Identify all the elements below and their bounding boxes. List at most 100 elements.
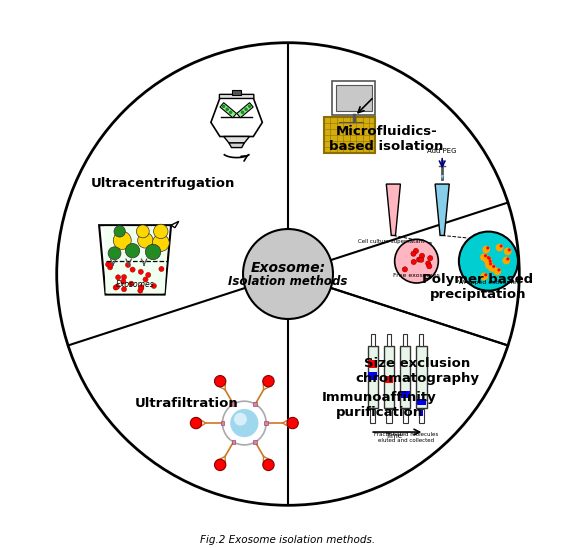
Circle shape: [115, 284, 120, 289]
Circle shape: [138, 233, 153, 248]
Bar: [403, 409, 408, 423]
Bar: [332, 81, 376, 115]
Text: Fig.2 Exosome isolation methods.: Fig.2 Exosome isolation methods.: [200, 534, 376, 545]
Polygon shape: [386, 184, 400, 236]
Circle shape: [499, 244, 503, 248]
Polygon shape: [104, 226, 169, 293]
Circle shape: [113, 231, 131, 249]
Bar: [371, 334, 375, 346]
Circle shape: [287, 418, 298, 429]
Text: Isolation methods: Isolation methods: [228, 275, 348, 288]
Circle shape: [114, 226, 126, 237]
Text: Size exclusion
chromatography: Size exclusion chromatography: [355, 357, 479, 385]
Circle shape: [506, 258, 509, 260]
Circle shape: [222, 105, 225, 108]
Bar: [387, 334, 391, 346]
Circle shape: [488, 260, 492, 262]
Text: Exosomes: Exosomes: [116, 280, 154, 289]
Circle shape: [480, 254, 488, 261]
Circle shape: [105, 262, 111, 267]
Circle shape: [459, 232, 518, 290]
Polygon shape: [237, 102, 253, 118]
Circle shape: [488, 264, 496, 272]
Circle shape: [108, 265, 113, 270]
Circle shape: [482, 246, 490, 253]
Circle shape: [113, 285, 118, 290]
Circle shape: [484, 273, 487, 277]
Bar: [324, 117, 376, 153]
Circle shape: [484, 254, 487, 258]
Circle shape: [190, 418, 202, 429]
FancyBboxPatch shape: [219, 94, 254, 99]
Circle shape: [485, 261, 493, 269]
Polygon shape: [220, 102, 237, 118]
Text: Ultrafiltration: Ultrafiltration: [135, 397, 238, 410]
Circle shape: [488, 257, 491, 260]
Circle shape: [151, 283, 157, 288]
Polygon shape: [435, 184, 449, 236]
Polygon shape: [223, 136, 249, 143]
Circle shape: [126, 243, 140, 258]
Bar: [419, 409, 424, 423]
Circle shape: [485, 259, 492, 267]
Bar: [369, 360, 377, 368]
Text: Cell culture supernatant: Cell culture supernatant: [358, 239, 424, 244]
Bar: [400, 346, 410, 408]
Bar: [385, 375, 393, 383]
Circle shape: [494, 267, 501, 275]
Bar: [221, 421, 224, 425]
Bar: [386, 409, 392, 423]
Polygon shape: [171, 221, 179, 228]
Bar: [232, 402, 235, 406]
Circle shape: [145, 244, 161, 260]
Text: Free exosomes: Free exosomes: [393, 273, 440, 278]
Circle shape: [402, 267, 407, 272]
Bar: [384, 346, 394, 408]
Circle shape: [411, 251, 416, 256]
Circle shape: [108, 262, 113, 267]
Circle shape: [486, 247, 489, 249]
Circle shape: [229, 111, 233, 114]
Circle shape: [159, 266, 164, 272]
Circle shape: [483, 255, 491, 263]
Circle shape: [487, 256, 490, 259]
Bar: [369, 373, 377, 380]
Circle shape: [419, 257, 424, 262]
Bar: [416, 346, 426, 408]
Circle shape: [492, 265, 495, 268]
Circle shape: [121, 279, 126, 284]
Circle shape: [116, 275, 121, 280]
Bar: [332, 121, 376, 126]
Text: Ultracentrifugation: Ultracentrifugation: [91, 177, 236, 190]
Bar: [417, 399, 426, 405]
Circle shape: [395, 239, 438, 283]
Bar: [253, 402, 257, 406]
Circle shape: [419, 253, 425, 259]
Circle shape: [154, 224, 168, 238]
Circle shape: [427, 255, 433, 261]
Bar: [232, 440, 235, 444]
Circle shape: [139, 286, 144, 290]
Circle shape: [122, 275, 127, 279]
Text: Exosome:: Exosome:: [251, 261, 325, 275]
Circle shape: [130, 267, 135, 272]
Circle shape: [139, 284, 144, 290]
Circle shape: [416, 257, 422, 262]
Bar: [419, 410, 423, 416]
Circle shape: [496, 244, 503, 252]
Circle shape: [414, 248, 419, 254]
Text: Immunoaffinity
purification: Immunoaffinity purification: [322, 391, 437, 419]
Bar: [403, 334, 407, 346]
Circle shape: [507, 248, 511, 252]
Circle shape: [243, 229, 333, 319]
Circle shape: [126, 262, 131, 267]
Circle shape: [484, 256, 492, 264]
Circle shape: [143, 277, 148, 282]
Circle shape: [138, 288, 143, 293]
Circle shape: [480, 273, 488, 281]
Circle shape: [138, 269, 143, 275]
Circle shape: [244, 107, 248, 111]
Circle shape: [248, 105, 251, 108]
Circle shape: [263, 375, 274, 387]
Circle shape: [489, 262, 492, 265]
